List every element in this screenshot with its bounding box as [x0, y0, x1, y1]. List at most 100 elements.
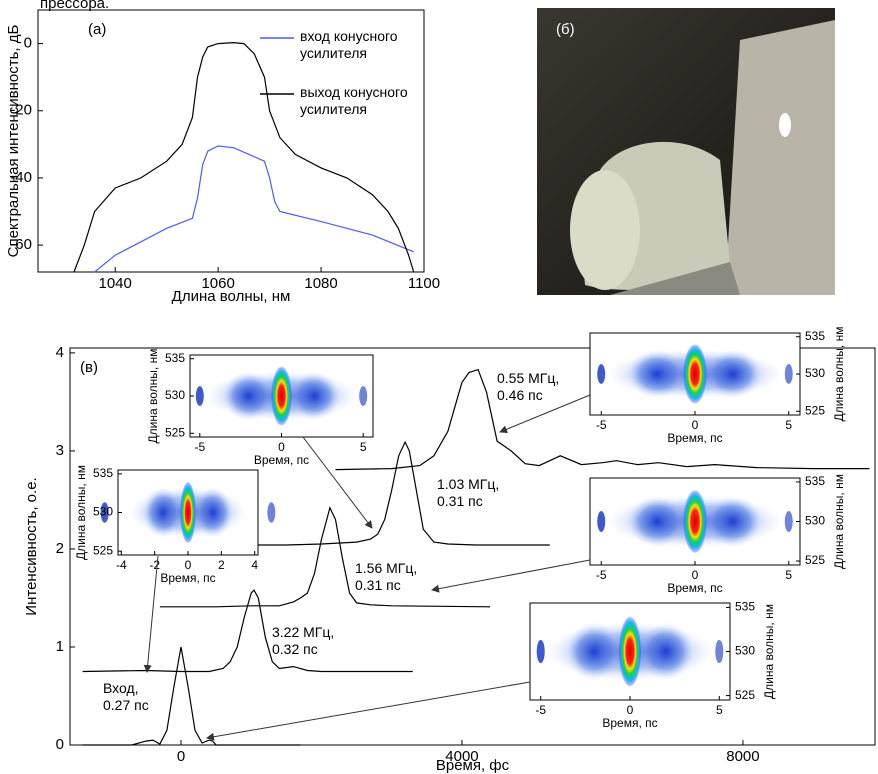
inset-y-label: Длина волны, нм: [832, 327, 846, 422]
x-tick-label: 0: [185, 558, 192, 572]
x-tick-label: -5: [535, 703, 546, 717]
inset-y-label: Длина волны, нм: [74, 465, 88, 560]
y-tick-label: 525: [805, 403, 825, 417]
x-tick-label: -2: [149, 558, 160, 572]
x-tick-label: 5: [360, 440, 367, 454]
y-tick-label: 1: [56, 638, 64, 655]
x-axis-label: Время, фс: [436, 757, 510, 774]
frog-fringes: [566, 622, 622, 680]
series-line: [95, 146, 414, 272]
y-tick-label: 525: [735, 688, 755, 702]
pointer-arrow: [432, 560, 590, 590]
frog-fringes: [703, 349, 762, 398]
x-tick-label: 0: [692, 418, 699, 432]
series-line: [74, 43, 414, 272]
y-axis-label: Спектральная интенсивность, дБ: [5, 25, 22, 258]
y-tick-label: 0: [56, 736, 64, 753]
frog-fringes: [194, 487, 233, 538]
frog-inset: [590, 478, 800, 565]
x-tick-label: 5: [716, 703, 723, 717]
pointer-arrow: [207, 682, 530, 738]
x-tick-label: -4: [116, 558, 127, 572]
y-tick-label: 530: [805, 514, 825, 528]
figure-canvas: прессора. (б) 10401060108011000-20-40-60…: [0, 0, 878, 774]
frog-inset: [101, 470, 276, 555]
x-tick-label: 5: [785, 418, 792, 432]
frog-side-blob: [715, 640, 723, 663]
y-tick-label: 530: [735, 644, 755, 658]
frog-side-blob: [267, 502, 275, 522]
frog-core: [271, 366, 291, 425]
x-tick-label: -5: [596, 418, 607, 432]
frog-side-blob: [785, 511, 793, 532]
y-tick-label: 535: [805, 474, 825, 488]
frog-fringes: [223, 371, 274, 420]
frog-core: [683, 344, 706, 403]
x-tick-label: 1100: [408, 275, 440, 292]
x-tick-label: -5: [194, 440, 205, 454]
x-tick-label: 1080: [304, 275, 337, 292]
trace-annotation: Вход, 0.27 пс: [103, 680, 149, 714]
y-tick-label: 525: [165, 425, 185, 439]
frog-core: [180, 482, 195, 543]
y-tick-label: 3: [56, 442, 64, 459]
x-tick-label: 1040: [99, 275, 132, 292]
frog-side-blob: [597, 511, 605, 532]
x-tick-label: 2: [218, 558, 225, 572]
inset-x-label: Время, пс: [667, 581, 722, 595]
inset-y-label: Длина волны, нм: [832, 474, 846, 569]
x-tick-label: 0: [278, 440, 285, 454]
frog-side-blob: [597, 364, 605, 384]
frog-side-blob: [537, 640, 545, 663]
y-tick-label: 530: [805, 366, 825, 380]
y-tick-label: 4: [56, 344, 64, 361]
x-axis-label: Длина волны, нм: [172, 288, 291, 305]
pointer-arrow: [147, 556, 158, 672]
x-tick-label: 4: [251, 558, 258, 572]
frog-core: [683, 490, 706, 553]
trace-annotation: 3.22 МГц, 0.32 пс: [272, 624, 334, 658]
frog-side-blob: [359, 386, 367, 406]
panel-label: (б): [556, 21, 575, 38]
x-tick-label: 8000: [726, 748, 759, 765]
panel-label: (а): [88, 21, 106, 38]
y-tick-label: 535: [805, 329, 825, 343]
panel-label: (в): [80, 359, 98, 376]
frog-fringes: [289, 371, 340, 420]
frog-fringes: [638, 622, 694, 680]
trace-annotation: 1.03 МГц, 0.31 пс: [437, 476, 499, 510]
frog-inset: [190, 355, 373, 437]
trace-annotation: 0.55 МГц, 0.46 пс: [497, 370, 559, 404]
x-tick-label: 0: [627, 703, 634, 717]
inset-y-label: Длина волны, нм: [146, 349, 160, 444]
frog-fringes: [628, 349, 687, 398]
frog-inset: [530, 603, 730, 700]
trace-annotation: 1.56 МГц, 0.31 пс: [355, 560, 417, 594]
y-tick-label: 535: [93, 466, 113, 480]
frog-fringes: [703, 495, 762, 547]
frog-fringes: [628, 495, 687, 547]
inset-x-label: Время, пс: [602, 716, 657, 730]
frog-core: [619, 617, 641, 687]
legend-label: выход конусного усилителя: [300, 84, 430, 118]
x-tick-label: 5: [785, 568, 792, 582]
y-tick-label: 530: [93, 505, 113, 519]
frog-inset: [590, 333, 800, 415]
frog-side-blob: [196, 386, 204, 406]
y-axis-label: Интенсивность, о.е.: [23, 477, 40, 615]
x-tick-label: 0: [177, 748, 185, 765]
series-line: [83, 590, 413, 671]
frog-fringes: [143, 487, 182, 538]
y-tick-label: 530: [165, 388, 185, 402]
y-tick-label: 525: [93, 543, 113, 557]
y-tick-label: 535: [735, 600, 755, 614]
x-tick-label: 0: [692, 568, 699, 582]
x-tick-label: -5: [596, 568, 607, 582]
inset-x-label: Время, пс: [160, 571, 215, 585]
figure: прессора. (б) 10401060108011000-20-40-60…: [0, 0, 878, 774]
y-tick-label: 525: [805, 553, 825, 567]
y-tick-label: 2: [56, 540, 64, 557]
frog-side-blob: [785, 364, 793, 384]
inset-x-label: Время, пс: [667, 431, 722, 445]
y-tick-label: 535: [165, 351, 185, 365]
